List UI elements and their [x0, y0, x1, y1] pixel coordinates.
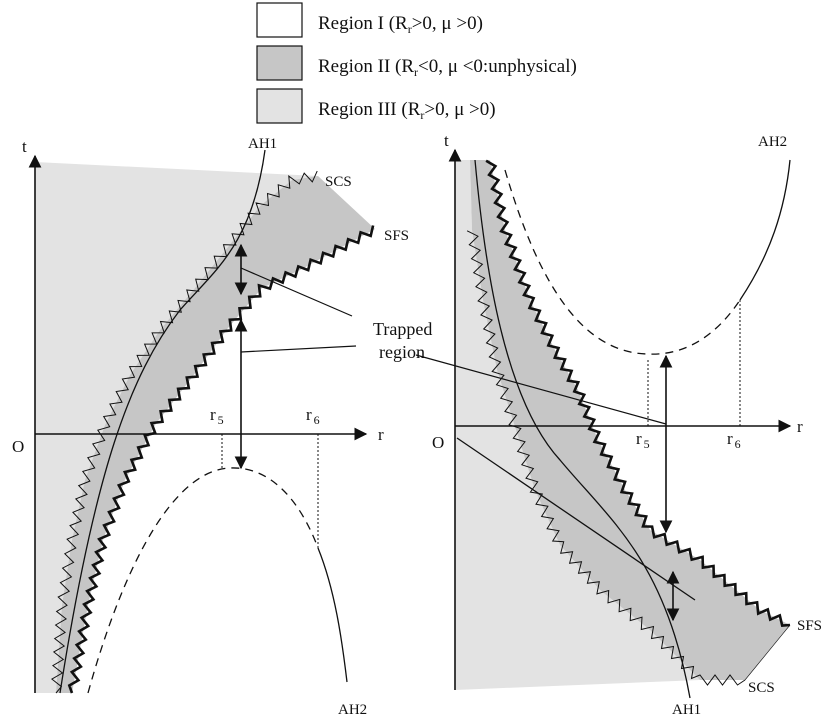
left-callout-line-upper: [240, 267, 353, 317]
trapped-label-line1: Trapped: [373, 319, 432, 339]
left-ah2-label: AH2: [338, 702, 367, 718]
left-callout-line-lower: [240, 345, 357, 353]
legend: Region I (Rr>0, μ >0) Region II (Rr<0, μ…: [256, 2, 577, 124]
left-ah2-dashed: [87, 467, 319, 694]
right-ah1-label: AH1: [672, 702, 701, 718]
right-r5-sub: 5: [644, 437, 650, 451]
right-r-axis-label: r: [797, 417, 803, 436]
legend-label-subscript: r: [420, 108, 424, 122]
trapped-label-line2: region: [379, 342, 425, 362]
legend-swatch-region-2: [256, 45, 303, 81]
right-sfs-label: SFS: [797, 618, 822, 634]
legend-label-rest: >0, μ >0): [424, 99, 495, 120]
legend-item-region-2: Region II (Rr<0, μ <0:unphysical): [256, 45, 577, 81]
right-scs-label: SCS: [748, 680, 775, 696]
right-callout-line: [415, 354, 667, 425]
right-r6-sub: 6: [735, 437, 741, 451]
right-r5-main: r: [636, 429, 642, 448]
left-ah2-solid: [317, 547, 348, 683]
legend-label-rest: >0, μ >0): [412, 13, 483, 34]
legend-label-subscript: r: [414, 65, 418, 79]
legend-item-region-1: Region I (Rr>0, μ >0): [256, 2, 483, 38]
left-region-3: [35, 162, 318, 693]
svg-text:Region I (Rr>0, μ >0): Region I (Rr>0, μ >0): [318, 13, 483, 36]
right-region2-edge: [744, 624, 791, 681]
left-ah1-label: AH1: [248, 136, 277, 152]
right-scs-boundary: [466, 230, 746, 686]
legend-swatch-region-3: [256, 88, 303, 124]
left-r5-sub: 5: [218, 413, 224, 427]
legend-label: Region I (R: [318, 13, 408, 34]
left-sfs-boundary: [67, 225, 375, 694]
legend-label: Region III (R: [318, 99, 421, 120]
left-r6-main: r: [306, 405, 312, 424]
left-sfs-label: SFS: [384, 228, 409, 244]
right-ah2-dashed: [504, 169, 741, 355]
right-region-3: [455, 160, 700, 690]
legend-item-region-3: Region III (Rr>0, μ >0): [256, 88, 496, 124]
left-r5-main: r: [210, 405, 216, 424]
right-t-axis-label: t: [444, 131, 449, 150]
legend-swatch-region-1: [256, 2, 303, 38]
left-ah1-curve: [59, 149, 266, 694]
right-tangent-line: [456, 437, 696, 601]
svg-text:Region III (Rr>0, μ >0): Region III (Rr>0, μ >0): [318, 99, 496, 122]
left-r-axis-label: r: [378, 425, 384, 444]
left-scs-label: SCS: [325, 174, 352, 190]
left-r6-sub: 6: [314, 413, 320, 427]
right-r6-main: r: [727, 429, 733, 448]
legend-label-rest: <0, μ <0:unphysical): [418, 56, 577, 77]
right-ah1-curve: [474, 159, 691, 699]
left-origin-label: O: [12, 437, 24, 456]
legend-label-subscript: r: [408, 22, 412, 36]
right-sfs-boundary: [485, 159, 791, 627]
svg-text:Region II (Rr<0, μ <0:unphysic: Region II (Rr<0, μ <0:unphysical): [318, 56, 577, 79]
right-ah2-label: AH2: [758, 134, 787, 150]
legend-label: Region II (R: [318, 56, 414, 77]
right-region-2: [470, 160, 790, 680]
left-t-axis-label: t: [22, 137, 27, 156]
right-ah2-solid: [739, 159, 791, 301]
right-origin-label: O: [432, 433, 444, 452]
trapped-region-label: Trapped region: [373, 319, 432, 362]
